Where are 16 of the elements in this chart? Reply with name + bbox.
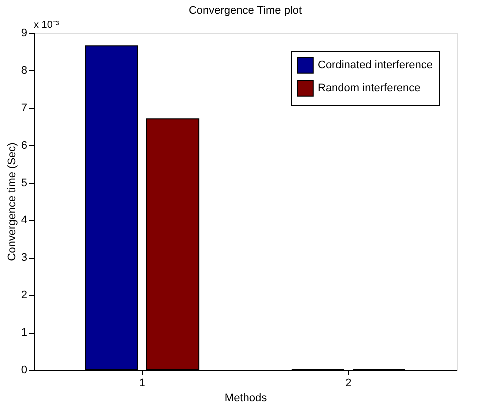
y-tick-label: 4 [21,214,28,227]
y-tick-label: 3 [21,252,28,264]
legend-label: Cordinated interference [318,60,433,72]
y-tick-label: 8 [21,64,28,77]
y-tick-label: 9 [21,28,28,40]
y-tick-label: 7 [21,102,28,114]
y-tick-label: 6 [21,140,28,152]
y-tick-label: 0 [21,364,28,376]
chart-title: Convergence Time plot [188,5,302,17]
y-axis-title: Convergence time (Sec) [6,142,18,262]
text: x 10⁻³ [34,20,60,31]
y-tick-label: 2 [21,290,28,302]
x-axis-title: Methods [224,392,268,404]
y-tick-label: 5 [21,177,28,190]
y-tick-label: 1 [21,327,28,340]
legend-label: Random interference [318,82,421,94]
